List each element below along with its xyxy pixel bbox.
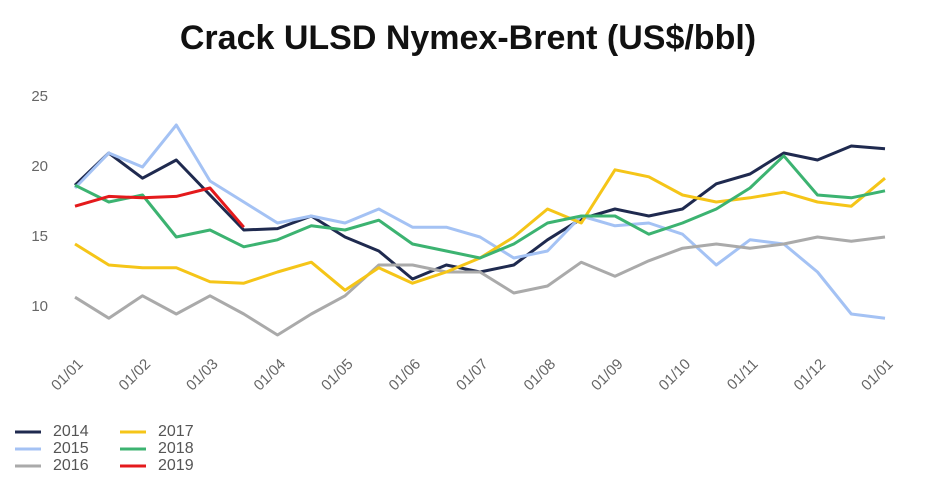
legend-label: 2019 bbox=[158, 457, 194, 474]
series-line bbox=[73, 123, 886, 320]
x-tick-label: 01/02 bbox=[116, 356, 155, 395]
y-tick-label: 20 bbox=[31, 158, 48, 175]
x-tick-label: 01/01 bbox=[858, 356, 897, 395]
legend-label: 2014 bbox=[53, 423, 89, 440]
x-tick-label: 01/11 bbox=[724, 356, 762, 394]
x-tick-label: 01/01 bbox=[48, 356, 87, 395]
x-tick-label: 01/12 bbox=[791, 356, 830, 395]
x-tick-label: 01/04 bbox=[251, 356, 290, 395]
x-tick-label: 01/07 bbox=[453, 356, 492, 395]
y-tick-label: 25 bbox=[31, 88, 48, 105]
series-line bbox=[74, 186, 245, 229]
x-tick-label: 01/05 bbox=[318, 356, 357, 395]
legend-label: 2015 bbox=[53, 440, 89, 457]
x-tick-label: 01/03 bbox=[183, 356, 222, 395]
series-line bbox=[74, 154, 886, 260]
legend-label: 2017 bbox=[158, 423, 194, 440]
x-tick-label: 01/08 bbox=[521, 356, 560, 395]
x-tick-label: 01/06 bbox=[386, 356, 425, 395]
y-tick-label: 15 bbox=[31, 228, 48, 245]
x-tick-label: 01/10 bbox=[656, 356, 695, 395]
x-tick-label: 01/09 bbox=[588, 356, 627, 395]
y-tick-label: 10 bbox=[31, 298, 48, 315]
legend-label: 2018 bbox=[158, 440, 194, 457]
series-line bbox=[74, 235, 886, 337]
chart-title: Crack ULSD Nymex-Brent (US$/bbl) bbox=[180, 19, 756, 57]
legend-label: 2016 bbox=[53, 457, 89, 474]
